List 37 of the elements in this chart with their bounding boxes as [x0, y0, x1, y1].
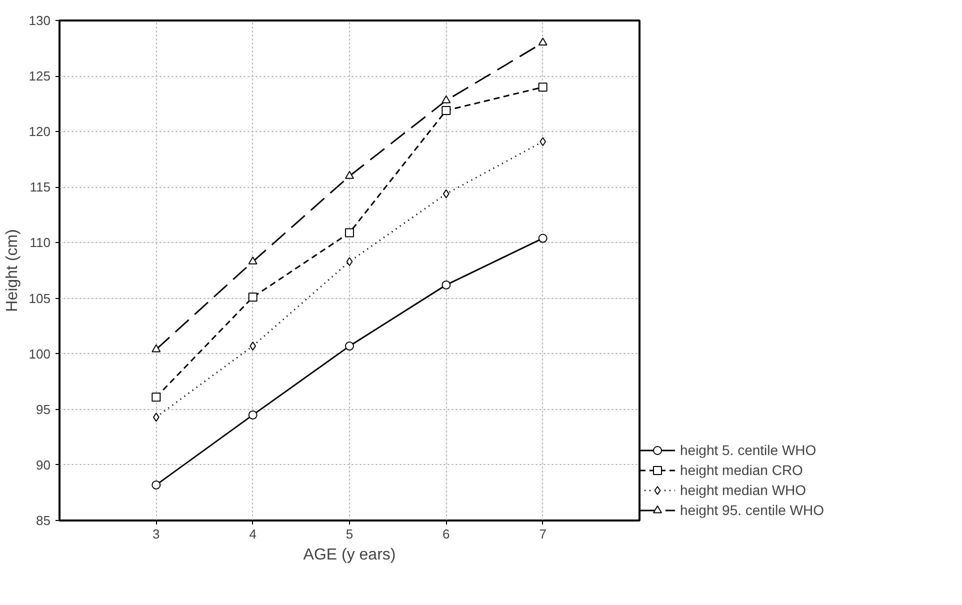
y-tick-label: 100: [28, 346, 51, 362]
point: [345, 228, 354, 238]
point: [346, 257, 353, 266]
x-tick-label: 7: [539, 526, 546, 542]
point: [345, 170, 354, 179]
point: [538, 82, 548, 92]
point: [442, 95, 451, 104]
legend-label: height median CRO: [680, 462, 803, 478]
y-tick-label: 130: [28, 13, 51, 28]
point: [152, 344, 161, 352]
point: [152, 392, 161, 402]
point: [152, 480, 161, 490]
x-axis-title: AGE (y ears): [303, 546, 396, 564]
y-tick-label: 105: [28, 290, 51, 306]
y-axis-title: Height (cm): [4, 229, 21, 312]
point: [442, 106, 451, 115]
point: [248, 410, 258, 420]
x-tick-label: 3: [152, 526, 160, 542]
point: [538, 234, 548, 243]
y-tick-label: 125: [28, 68, 51, 84]
legend-label: height 95. centile WHO: [680, 502, 824, 518]
y-tick-label: 90: [36, 457, 51, 472]
point: [345, 342, 354, 351]
point: [538, 38, 548, 46]
point: [248, 256, 258, 264]
legend-label: height 5. centile WHO: [680, 442, 816, 458]
x-tick-label: 6: [442, 526, 450, 542]
y-tick-label: 95: [36, 402, 51, 417]
y-tick-label: 85: [36, 513, 51, 528]
x-tick-label: 5: [346, 526, 354, 542]
legend-label: height median WHO: [680, 482, 806, 498]
point: [248, 292, 258, 302]
x-tick-label: 4: [249, 526, 256, 542]
y-tick-label: 110: [30, 235, 51, 250]
y-tick-label: 115: [30, 180, 51, 195]
y-tick-label: 120: [28, 124, 51, 140]
point: [442, 280, 451, 290]
